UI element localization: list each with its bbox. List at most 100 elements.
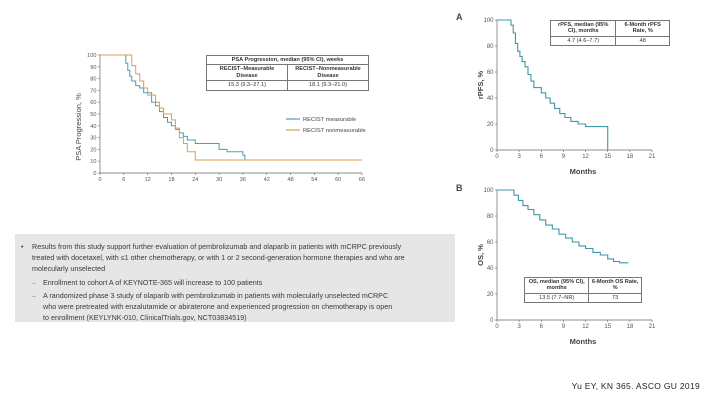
rpfs-xtick-label: 9: [562, 154, 566, 160]
psa-xtick-label: 36: [240, 177, 246, 183]
psa-xtick-label: 0: [98, 177, 101, 183]
os-xtick-label: 15: [604, 324, 611, 330]
rpfs-xtick-label: 12: [582, 154, 589, 160]
rpfs-axes: 0 20 40 60 80 100 0 3 6 9 12 15 18 21: [483, 18, 656, 160]
sub-bullet-2-line-2: who were pretreated with enzalutamide or…: [43, 302, 393, 311]
rpfs-xtick-label: 15: [604, 154, 611, 160]
psa-ytick-label: 10: [90, 159, 96, 165]
psa-xtick-label: 6: [122, 177, 125, 183]
psa-table-val-measurable: 15.3 (9.3–27.1): [206, 80, 288, 91]
psa-ytick-label: 20: [90, 147, 96, 153]
psa-ytick-label: 40: [90, 124, 96, 130]
sub-bullet-1: Enrollment to cohort A of KEYNOTE-365 wi…: [43, 278, 263, 287]
os-xtick-label: 9: [562, 324, 566, 330]
psa-ytick-label: 100: [87, 53, 96, 59]
psa-xtick-label: 48: [287, 177, 293, 183]
os-xtick-label: 21: [649, 324, 656, 330]
rpfs-chart: rPFS, % Months 0 20 40 60 80 100 0 3 6 9 12 15 18 21: [476, 18, 656, 176]
psa-ytick-label: 90: [90, 65, 96, 71]
rpfs-xtick-label: 0: [495, 154, 499, 160]
rpfs-curve: [497, 19, 609, 150]
rpfs-table-val-median: 4.7 (4.6–7.7): [549, 35, 617, 47]
os-xtick-label: 0: [495, 324, 499, 330]
os-series-0: [497, 189, 629, 264]
sub-bullet-marker: –: [32, 278, 36, 287]
os-table-val-rate: 73: [588, 292, 642, 304]
sub-bullet-2-line-3: to enrollment (KEYLYNK-010, ClinicalTria…: [43, 313, 247, 322]
os-ytick-label: 80: [487, 214, 494, 220]
psa-xtick-label: 60: [335, 177, 341, 183]
psa-xtick-label: 18: [168, 177, 174, 183]
os-median-table: OS, median (95% CI), months 6-Month OS R…: [523, 277, 642, 304]
psa-ytick-label: 50: [90, 112, 96, 118]
citation: Yu EY, KN 365. ASCO GU 2019: [571, 381, 700, 391]
rpfs-ytick-label: 40: [487, 96, 494, 102]
psa-xtick-label: 30: [216, 177, 222, 183]
psa-axes: 0 10 20 30 40 50 60 70 80 90 100 0 6 12 18 24 30 36 42 48 54…: [87, 53, 365, 183]
os-xtick-label: 3: [517, 324, 521, 330]
rpfs-table-col-median: rPFS, median (95% CI), months: [549, 20, 617, 37]
legend-label-measurable: RECIST measurable: [303, 117, 356, 123]
psa-xtick-label: 54: [311, 177, 317, 183]
bullet-line-3: molecularly unselected: [32, 264, 106, 273]
rpfs-xtick-label: 18: [627, 154, 634, 160]
panel-b-letter: B: [456, 183, 463, 193]
psa-curves: [100, 54, 362, 161]
os-xtick-label: 12: [582, 324, 589, 330]
bullet-line-1: Results from this study support further …: [32, 242, 402, 251]
os-ytick-label: 100: [483, 188, 494, 194]
psa-ytick-label: 0: [93, 171, 96, 177]
bullet-marker: •: [21, 242, 24, 251]
rpfs-table-val-rate: 48: [615, 35, 670, 47]
psa-median-table: PSA Progression, median (95% CI), weeks …: [206, 54, 369, 91]
sub-bullet-2-line-1: A randomized phase 3 study of olaparib w…: [43, 291, 389, 300]
rpfs-ytick-label: 100: [483, 18, 494, 24]
psa-ytick-label: 30: [90, 136, 96, 142]
psa-ylabel: PSA Progression, %: [74, 93, 83, 161]
os-axes: 0 20 40 60 80 100 0 3 6 9 12 15 18 21: [483, 188, 656, 330]
rpfs-series-0: [497, 19, 609, 150]
os-table-col-median: OS, median (95% CI), months: [523, 277, 590, 294]
conclusions-box: • Results from this study support furthe…: [15, 234, 455, 322]
os-ylabel: OS, %: [476, 244, 485, 266]
psa-ytick-label: 60: [90, 100, 96, 106]
psa-table-col-measurable: RECIST–Measurable Disease: [206, 64, 288, 82]
os-chart: OS, % Months 0 20 40 60 80 100 0 3 6 9 12 15 18 21: [476, 188, 656, 346]
os-ytick-label: 40: [487, 266, 494, 272]
rpfs-ytick-label: 60: [487, 70, 494, 76]
rpfs-xtick-label: 21: [649, 154, 656, 160]
rpfs-median-table: rPFS, median (95% CI), months 6-Month rP…: [549, 20, 670, 47]
os-ytick-label: 0: [490, 318, 494, 324]
os-ytick-label: 60: [487, 240, 494, 246]
os-table-col-rate: 6-Month OS Rate, %: [588, 277, 642, 294]
os-xlabel: Months: [570, 337, 597, 346]
rpfs-xtick-label: 3: [517, 154, 521, 160]
rpfs-table-col-rate: 6-Month rPFS Rate, %: [615, 20, 670, 37]
rpfs-ytick-label: 80: [487, 44, 494, 50]
psa-xtick-label: 12: [145, 177, 151, 183]
psa-table-val-nonmeasurable: 18.1 (9.3–21.0): [287, 80, 369, 91]
rpfs-xlabel: Months: [570, 167, 597, 176]
legend-label-nonmeasurable: RECIST nonmeasurable: [303, 128, 366, 134]
rpfs-ytick-label: 0: [490, 148, 494, 154]
rpfs-ytick-label: 20: [487, 122, 494, 128]
psa-series-1: [100, 54, 362, 161]
psa-progression-chart: PSA Progression, % 010203040506070809010…: [74, 53, 366, 183]
os-table-val-median: 13.5 (7.7–NR): [523, 292, 590, 304]
panel-a-letter: A: [456, 12, 463, 22]
os-xtick-label: 18: [627, 324, 634, 330]
psa-legend: RECIST measurable RECIST nonmeasurable: [286, 117, 366, 134]
bullet-line-2: treated with docetaxel, with ≤1 other ch…: [32, 253, 405, 262]
os-xtick-label: 6: [540, 324, 544, 330]
psa-table-col-nonmeasurable: RECIST–Nonmeasurable Disease: [287, 64, 369, 82]
psa-xtick-label: 66: [359, 177, 365, 183]
psa-ytick-label: 80: [90, 77, 96, 83]
rpfs-ylabel: rPFS, %: [476, 70, 485, 99]
sub-bullet-marker: –: [32, 291, 36, 300]
os-ytick-label: 20: [487, 292, 494, 298]
rpfs-xtick-label: 6: [540, 154, 544, 160]
psa-ytick-label: 70: [90, 88, 96, 94]
psa-xtick-label: 42: [264, 177, 270, 183]
psa-xtick-label: 24: [192, 177, 198, 183]
psa-table-header: PSA Progression, median (95% CI), weeks: [206, 54, 369, 66]
